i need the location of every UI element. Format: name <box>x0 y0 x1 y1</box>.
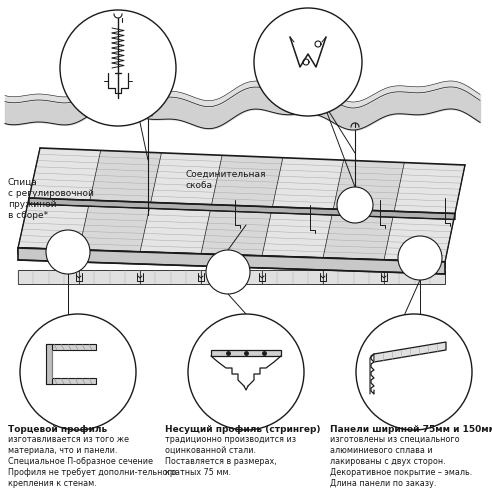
Polygon shape <box>79 270 140 284</box>
Text: Соединительная
скоба: Соединительная скоба <box>185 170 266 190</box>
Polygon shape <box>151 153 222 204</box>
Text: Панели шириной 75мм и 150мм: Панели шириной 75мм и 150мм <box>330 425 492 434</box>
Polygon shape <box>79 200 151 252</box>
Polygon shape <box>201 204 273 256</box>
Circle shape <box>206 250 250 294</box>
Circle shape <box>188 314 304 430</box>
Polygon shape <box>374 342 446 362</box>
Polygon shape <box>29 148 101 200</box>
Polygon shape <box>140 202 212 254</box>
Polygon shape <box>394 162 465 214</box>
Text: Спица
с регулировочной
пружиной
в сборе*: Спица с регулировочной пружиной в сборе* <box>8 178 94 220</box>
Polygon shape <box>212 156 283 207</box>
Text: традиционно производится из
оцинкованной стали.
Поставляется в размерах,
кратных: традиционно производится из оцинкованной… <box>165 435 296 478</box>
Polygon shape <box>18 198 90 250</box>
Text: Несущий профиль (стрингер): Несущий профиль (стрингер) <box>165 425 320 434</box>
Polygon shape <box>273 158 343 209</box>
Polygon shape <box>90 150 161 203</box>
Circle shape <box>46 230 90 274</box>
Circle shape <box>356 314 472 430</box>
Polygon shape <box>29 198 455 220</box>
Text: изготовлены из специального
алюминиевого сплава и
лакированы с двух сторон.
Деко: изготовлены из специального алюминиевого… <box>330 435 472 488</box>
Circle shape <box>20 314 136 430</box>
Polygon shape <box>140 270 201 284</box>
Polygon shape <box>323 209 394 260</box>
Polygon shape <box>262 270 323 284</box>
Polygon shape <box>46 344 52 384</box>
Polygon shape <box>18 270 79 284</box>
Text: Торцевой профиль: Торцевой профиль <box>8 425 107 434</box>
Polygon shape <box>333 160 404 212</box>
Polygon shape <box>323 270 384 284</box>
Text: изготавливается из того же
материала, что и панели.
Специальное П-образное сечен: изготавливается из того же материала, чт… <box>8 435 177 488</box>
Polygon shape <box>262 207 333 258</box>
Polygon shape <box>46 344 96 350</box>
Polygon shape <box>211 350 281 356</box>
Circle shape <box>398 236 442 280</box>
Circle shape <box>254 8 362 116</box>
Polygon shape <box>18 248 445 274</box>
Circle shape <box>337 187 373 223</box>
Circle shape <box>60 10 176 126</box>
Polygon shape <box>384 270 445 284</box>
Polygon shape <box>46 378 96 384</box>
Polygon shape <box>201 270 262 284</box>
Polygon shape <box>18 248 445 268</box>
Polygon shape <box>384 212 455 262</box>
